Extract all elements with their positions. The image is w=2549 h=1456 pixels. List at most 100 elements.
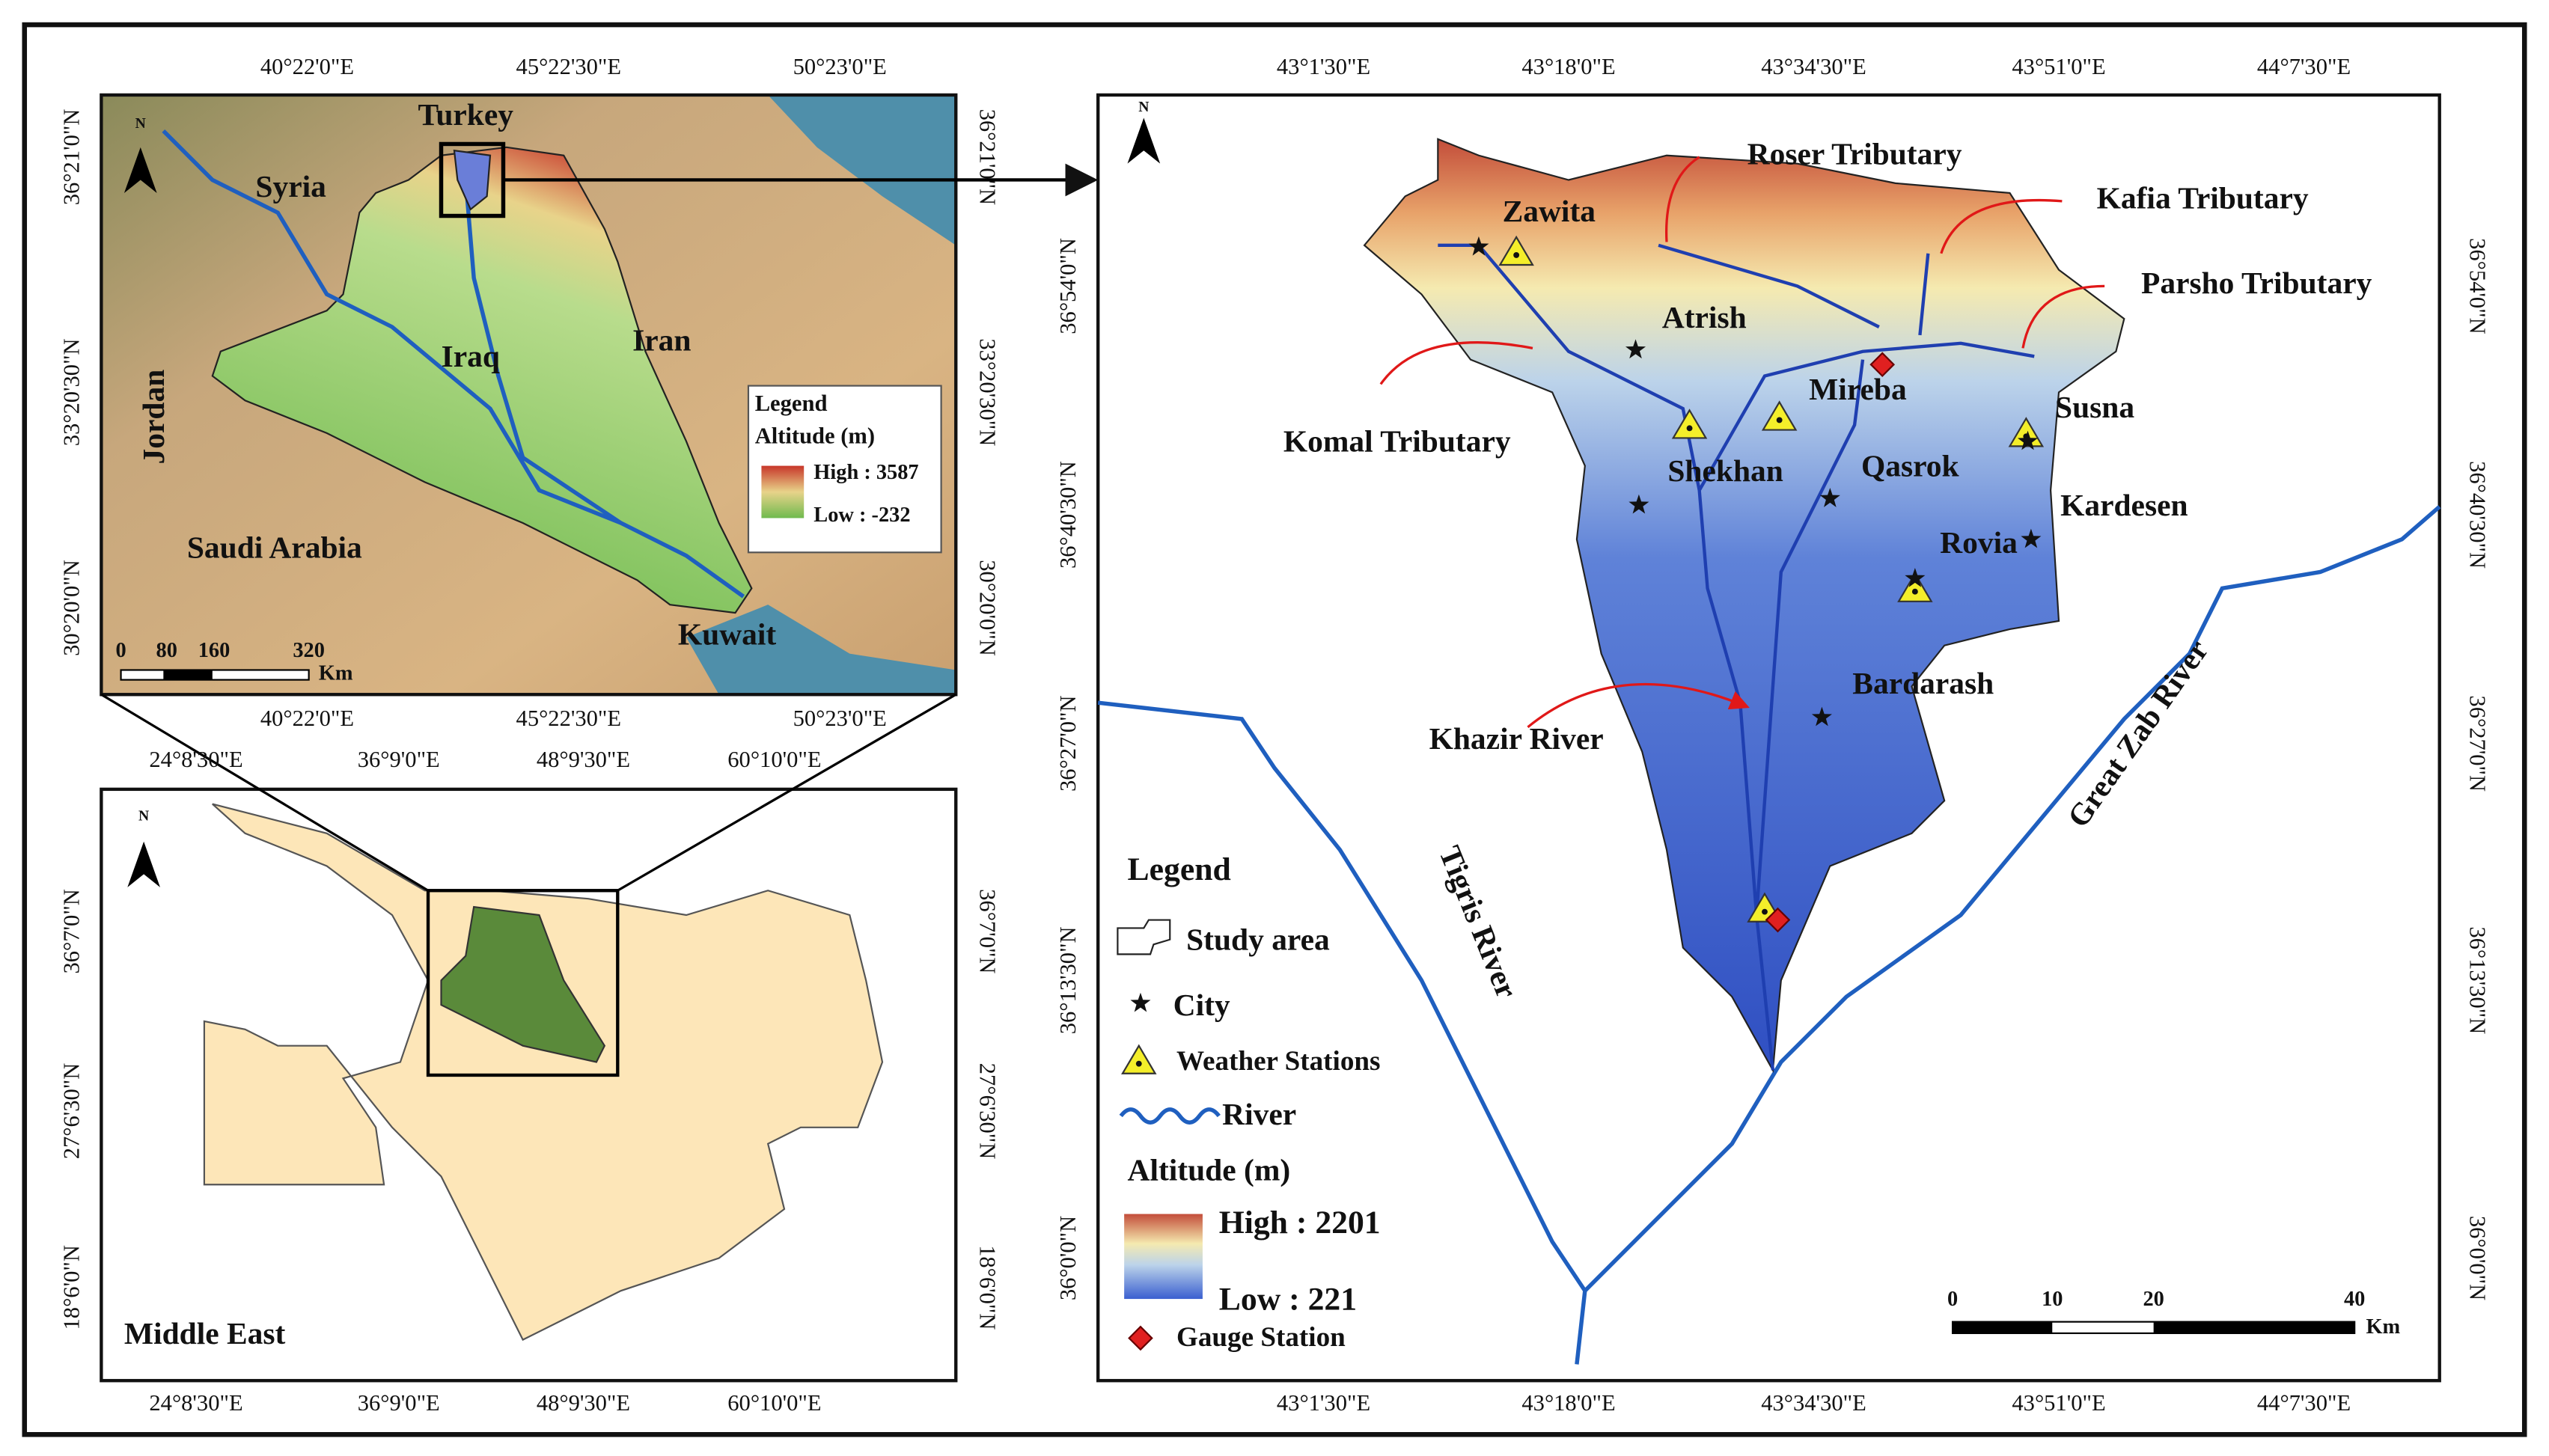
scale-unit: Km (319, 662, 353, 685)
lon-label: 60°10'0"E (727, 747, 821, 772)
study-area (1363, 138, 2125, 1074)
lat-label: 33°20'30"N (58, 338, 84, 446)
lon-label: 50°23'0"E (793, 706, 887, 731)
city-marker (2017, 430, 2039, 450)
altitude-ramp (1124, 1214, 1203, 1300)
gauge-station (1765, 907, 1791, 933)
lon-label: 45°22'30"E (516, 54, 622, 79)
lat-label: 36°21'0"N (58, 109, 84, 206)
scale-unit: Km (2366, 1315, 2400, 1339)
city-name: Atrish (1662, 300, 1747, 334)
city-name: Kardesen (2060, 488, 2188, 522)
lat-label: 27°6'30"N (975, 1063, 1001, 1160)
north-label: N (1138, 99, 1149, 115)
lat-label: 36°0'0"N (1055, 1216, 1081, 1300)
lat-label: 36°13'30"N (1055, 926, 1081, 1034)
lon-label: 60°10'0"E (727, 1390, 821, 1416)
north-label: N (135, 115, 146, 132)
city-marker (1905, 568, 1926, 587)
panel-title: Middle East (124, 1316, 286, 1351)
city-name: Shekhan (1667, 453, 1783, 488)
north-arrow (123, 147, 157, 193)
lat-label: 18°6'0"N (975, 1245, 1001, 1330)
iraq-frame (100, 93, 958, 697)
scale-label: 20 (2143, 1288, 2164, 1311)
city-name: Qasrok (1861, 448, 1959, 483)
iraq-box (426, 889, 620, 1077)
city-name: Susna (2055, 390, 2134, 424)
iraq-rivers (162, 129, 745, 599)
lon-label: 40°22'0"E (260, 54, 354, 79)
annotation: Kafia Tributary (2097, 180, 2309, 215)
study-area-symbol (1117, 919, 1171, 955)
legend-label: City (1173, 988, 1230, 1022)
iraq-scale-bar (120, 669, 310, 681)
lon-label: 44°7'30"E (2257, 54, 2351, 79)
city-marker (2021, 528, 2042, 548)
lat-label: 36°54'0"N (2465, 238, 2491, 334)
north-label: N (138, 808, 149, 825)
lat-label: 36°54'0"N (1055, 238, 1081, 334)
legend-label: Low : 221 (1219, 1281, 1357, 1317)
place-name: Iran (632, 322, 691, 357)
weather-station-dot (1686, 425, 1693, 432)
weather-station (1761, 400, 1798, 431)
scale-label: 0 (1947, 1288, 1958, 1311)
city-marker (1628, 494, 1649, 514)
lat-label: 30°20'0"N (58, 560, 84, 656)
legend-label: Gauge Station (1176, 1322, 1346, 1353)
weather-station (1671, 409, 1708, 439)
annotation: Komal Tributary (1283, 424, 1511, 459)
north-arrow (1127, 117, 1161, 164)
legend-label: Weather Stations (1176, 1046, 1381, 1077)
great-zab-line (1583, 505, 2441, 1293)
north-arrow (127, 841, 160, 887)
lon-label: 43°18'0"E (1521, 54, 1615, 79)
lat-label: 33°20'30"N (975, 338, 1001, 446)
lon-label: 24°8'30"E (149, 747, 242, 772)
lon-label: 48°9'30"E (537, 747, 630, 772)
place-name: Saudi Arabia (187, 530, 362, 565)
annotation: Khazir River (1429, 721, 1604, 756)
iraq-legend-ramp (761, 465, 805, 519)
lon-label: 36°9'0"E (358, 747, 440, 772)
zoom-lines (100, 693, 957, 892)
tigris-line (1097, 700, 1587, 1365)
city-marker (1811, 706, 1832, 727)
lat-label: 36°27'0"N (1055, 695, 1081, 792)
legend-label: Study area (1186, 923, 1330, 957)
iraq-altitude (211, 146, 753, 614)
middle-east-countries (203, 803, 884, 1342)
legend-label: Altitude (m) (1128, 1152, 1291, 1187)
city-marker (1468, 236, 1489, 256)
place-name: Kuwait (678, 617, 777, 651)
study-rivers (1438, 243, 2035, 1071)
sea (686, 94, 956, 695)
weather-station-dot (1513, 251, 1520, 258)
lat-label: 18°6'0"N (58, 1245, 84, 1330)
legend-weather-symbol (1121, 1044, 1157, 1074)
study-scale-segment (1953, 1321, 2053, 1333)
scale-label: 0 (115, 639, 126, 662)
lat-label: 36°13'30"N (2465, 926, 2491, 1034)
study-scale-segment (2153, 1321, 2355, 1333)
lon-label: 44°7'30"E (2257, 1390, 2351, 1416)
weather-station-dot (1762, 908, 1768, 915)
lon-label: 43°1'30"E (1277, 54, 1370, 79)
lat-label: 27°6'30"N (58, 1063, 84, 1160)
city-marker (1625, 339, 1646, 359)
lon-label: 50°23'0"E (793, 54, 887, 79)
city-name: Zawita (1503, 194, 1596, 228)
lon-label: 43°51'0"E (2012, 1390, 2105, 1416)
weather-station-dot (1911, 588, 1918, 595)
study-legend-symbols (1117, 919, 1221, 1300)
weather-station-dot (1776, 417, 1783, 423)
legend-weather-symbol-dot (1135, 1060, 1142, 1067)
lon-label: 24°8'30"E (149, 1390, 242, 1416)
city-name: Mireba (1809, 372, 1907, 406)
city-marker (1819, 488, 1840, 507)
lon-label: 43°18'0"E (1521, 1390, 1615, 1416)
lon-label: 43°34'30"E (1761, 1390, 1866, 1416)
